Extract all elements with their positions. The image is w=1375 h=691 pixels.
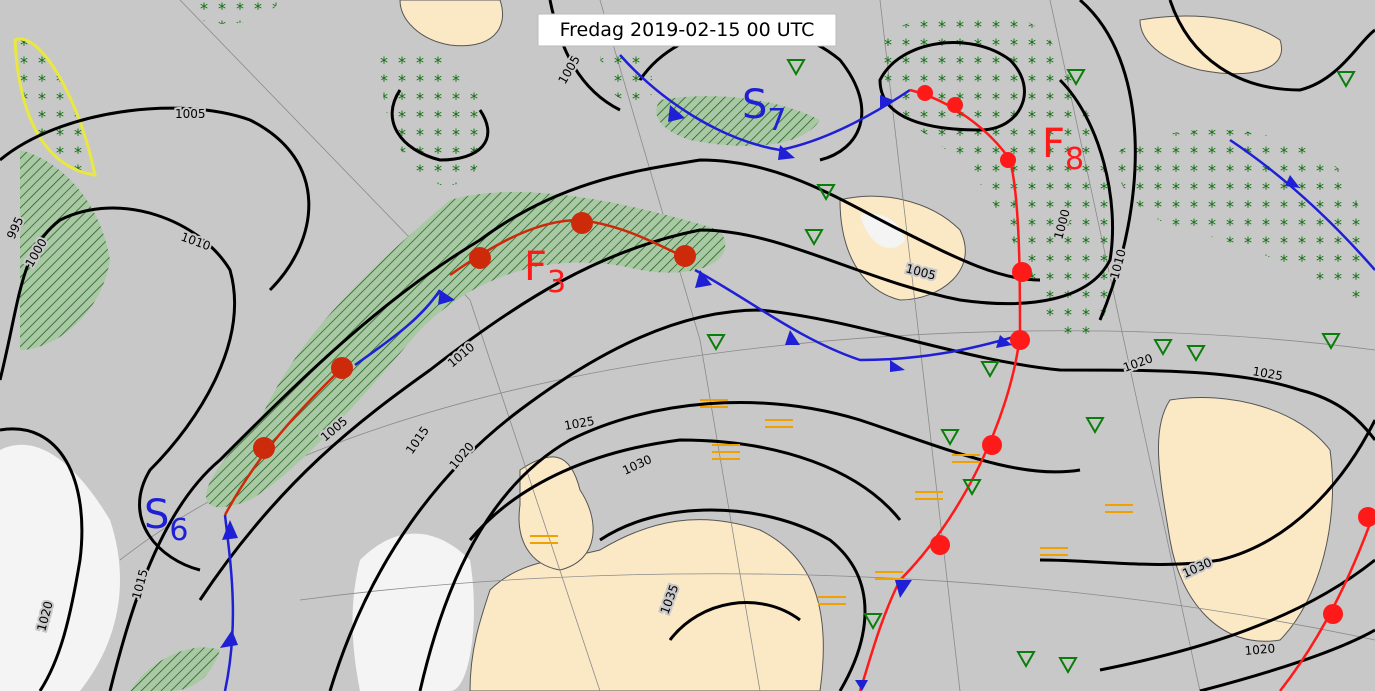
title-box: Fredag 2019-02-15 00 UTC xyxy=(537,13,837,47)
front-letter: F xyxy=(1042,121,1065,167)
front-index: 8 xyxy=(1065,142,1084,177)
front-label: F3 xyxy=(524,244,566,300)
front-index: 6 xyxy=(169,513,188,548)
precipitation xyxy=(13,0,1369,691)
front-letter: F xyxy=(524,244,547,290)
meridians xyxy=(119,0,1375,691)
isobar-label: 1005 xyxy=(175,107,206,121)
front-label: F8 xyxy=(1042,121,1084,177)
title-background xyxy=(537,13,837,47)
land xyxy=(399,0,1333,691)
front-letter: S xyxy=(742,82,767,128)
front-label: S7 xyxy=(742,82,786,138)
front-index: 7 xyxy=(767,103,786,138)
front-label: S6 xyxy=(144,492,188,548)
fronts xyxy=(220,54,1375,691)
isobar-label: 1020 xyxy=(1244,641,1276,658)
front-labels: F3 F8 S6 S7 xyxy=(144,82,1084,548)
clear-areas xyxy=(0,213,905,691)
map-title: Fredag 2019-02-15 00 UTC xyxy=(560,19,815,41)
front-index: 3 xyxy=(547,265,566,300)
front-letter: S xyxy=(144,492,169,538)
symbols xyxy=(530,59,1356,675)
